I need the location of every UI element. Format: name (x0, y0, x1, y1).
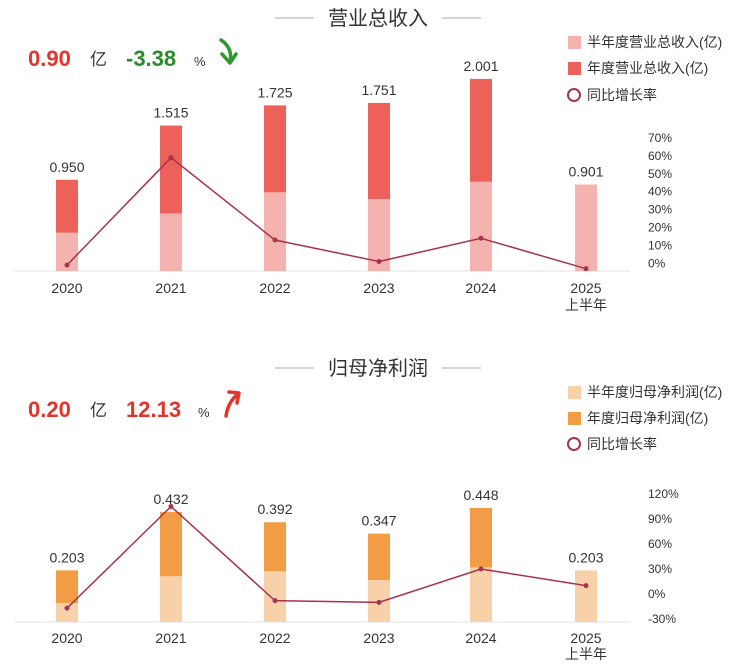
data-label: 0.901 (568, 164, 603, 180)
legend: 半年度营业总收入(亿) 年度营业总收入(亿) 同比增长率 (567, 34, 722, 103)
legend-label-half: 半年度营业总收入(亿) (587, 34, 722, 50)
data-label: 2.001 (463, 58, 498, 74)
kpi-change: -3.38 (126, 46, 176, 71)
bar-half (264, 192, 286, 271)
legend-swatch-half (568, 36, 581, 49)
growth-point (583, 266, 589, 272)
kpi-value: 0.90 (28, 46, 71, 71)
bar-half (470, 567, 492, 622)
growth-point (272, 237, 278, 243)
x-tick-label: 2020 (51, 630, 82, 646)
growth-point (376, 599, 382, 605)
y-tick-label-right: 50% (648, 167, 672, 181)
data-label: 1.751 (361, 82, 396, 98)
legend: 半年度归母净利润(亿) 年度归母净利润(亿) 同比增长率 (567, 384, 722, 452)
revenue-title: 营业总收入 (328, 7, 428, 30)
growth-point (478, 566, 484, 572)
growth-point (168, 504, 174, 509)
kpi-unit: 亿 (90, 50, 107, 69)
y-tick-label-right: 40% (648, 185, 672, 199)
x-tick-label: 2025 (570, 280, 601, 296)
data-label: 0.347 (361, 513, 396, 529)
data-label: 0.448 (463, 487, 498, 503)
bar-half (56, 232, 78, 271)
growth-point (168, 155, 174, 161)
y-tick-label-right: 30% (648, 562, 672, 576)
bar-half (56, 602, 78, 622)
x-tick-label: 2023 (363, 630, 394, 646)
y-tick-label-right: -30% (648, 612, 676, 626)
growth-point (376, 259, 382, 265)
x-tick-label: 2020 (51, 280, 82, 296)
y-tick-label-right: 0% (648, 256, 666, 270)
legend-label-growth: 同比增长率 (587, 436, 657, 452)
growth-point (583, 583, 589, 589)
legend-label-annual: 年度营业总收入(亿) (587, 60, 708, 76)
legend-label-annual: 年度归母净利润(亿) (587, 410, 708, 426)
x-tick-label: 2022 (259, 280, 290, 296)
kpi-change-unit: % (194, 54, 206, 69)
x-tick-label: 2021 (155, 280, 186, 296)
y-tick-label-right: 120% (648, 487, 679, 501)
data-label: 0.203 (568, 549, 603, 565)
kpi-change-unit: % (198, 405, 210, 420)
y-tick-label-right: 20% (648, 221, 672, 235)
legend-swatch-half (568, 386, 581, 399)
bar-half (264, 571, 286, 622)
data-label: 1.725 (257, 84, 292, 100)
arrow-down-icon (219, 38, 238, 65)
legend-marker-growth (567, 437, 581, 451)
growth-point (272, 598, 278, 604)
y-tick-label-right: 70% (648, 131, 672, 145)
legend-swatch-annual (568, 412, 581, 425)
data-label: 0.950 (49, 159, 84, 175)
x-tick-label: 2024 (465, 280, 496, 296)
data-label: 0.432 (153, 491, 188, 507)
kpi-unit: 亿 (90, 401, 107, 420)
x-tick-label: 2021 (155, 630, 186, 646)
legend-marker-growth (567, 88, 581, 102)
growth-point (64, 262, 70, 268)
growth-line (66, 505, 587, 609)
revenue-plot: 0.950 2020 1.515 2021 1.725 2022 1.751 2023 2.00… (14, 58, 672, 313)
data-label: 0.203 (49, 549, 84, 565)
x-tick-sublabel: 上半年 (565, 297, 607, 313)
x-tick-label: 2023 (363, 280, 394, 296)
y-tick-label-right: 90% (648, 512, 672, 526)
growth-point (64, 605, 70, 611)
y-tick-label-right: 30% (648, 203, 672, 217)
y-tick-label-right: 10% (648, 238, 672, 252)
x-tick-sublabel: 上半年 (565, 646, 607, 662)
x-tick-label: 2025 (570, 630, 601, 646)
bar-half (368, 199, 390, 271)
growth-line (66, 156, 587, 270)
x-tick-label: 2024 (465, 630, 496, 646)
legend-swatch-annual (568, 62, 581, 75)
y-tick-label-right: 60% (648, 537, 672, 551)
profit-title: 归母净利润 (328, 357, 428, 380)
data-label: 1.515 (153, 105, 188, 121)
legend-label-half: 半年度归母净利润(亿) (587, 384, 722, 400)
legend-label-growth: 同比增长率 (587, 87, 657, 103)
data-label: 0.392 (257, 501, 292, 517)
growth-point (478, 235, 484, 241)
bar-half (160, 576, 182, 622)
y-tick-label-right: 0% (648, 587, 666, 601)
revenue-panel: 营业总收入 0.90 亿 -3.38 % 半年度营业总收入(亿) 年度营业总收入… (14, 7, 722, 313)
kpi-change: 12.13 (126, 397, 181, 422)
profit-plot: 0.203 2020 0.432 2021 0.392 2022 0.347 2023 0.44… (14, 487, 679, 662)
arrow-up-icon (224, 390, 241, 418)
bar-half (470, 181, 492, 271)
kpi-value: 0.20 (28, 397, 71, 422)
bar-half (575, 570, 597, 622)
x-tick-label: 2022 (259, 630, 290, 646)
bar-half (160, 213, 182, 271)
bar-half (575, 184, 597, 271)
y-tick-label-right: 60% (648, 149, 672, 163)
profit-panel: 归母净利润 0.20 亿 12.13 % 半年度归母净利润(亿) 年度归母净利润… (14, 357, 722, 662)
